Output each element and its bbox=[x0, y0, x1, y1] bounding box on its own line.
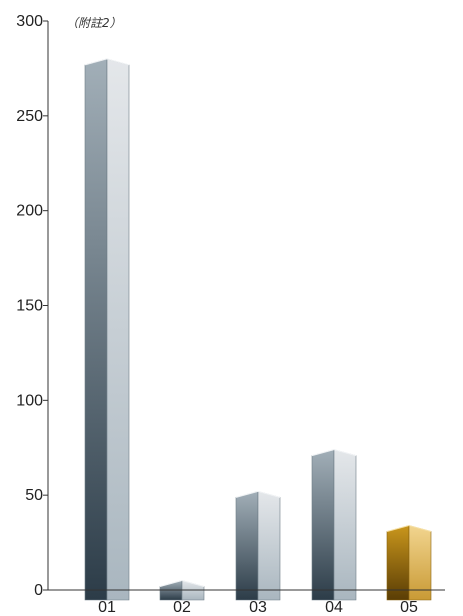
bar-03 bbox=[235, 490, 281, 601]
bar-left-face bbox=[235, 490, 259, 601]
bars bbox=[84, 58, 432, 601]
y-tick-label: 50 bbox=[25, 487, 43, 504]
y-tick-label: 150 bbox=[16, 298, 43, 315]
bar-ridge bbox=[84, 58, 130, 66]
bar-right-face bbox=[333, 449, 357, 601]
bar-ridge bbox=[159, 579, 205, 587]
x-tick-label: 04 bbox=[325, 599, 343, 616]
x-tick-label: 01 bbox=[98, 599, 116, 616]
x-tick-label: 05 bbox=[400, 599, 418, 616]
bar-ridge bbox=[235, 490, 281, 498]
y-axis: 0 50 100 150 200 250 300 bbox=[16, 13, 49, 599]
bar-left-face bbox=[84, 58, 108, 601]
x-tick-label: 03 bbox=[249, 599, 267, 616]
y-tick-label: 300 bbox=[16, 13, 43, 30]
bar-ridge bbox=[311, 449, 357, 457]
x-tick-label: 02 bbox=[173, 599, 191, 616]
bar-05 bbox=[386, 524, 432, 601]
y-tick-label: 250 bbox=[16, 108, 43, 125]
bar-right-face bbox=[257, 490, 281, 601]
x-axis: 01 02 03 04 05 bbox=[48, 589, 445, 616]
bar-01 bbox=[84, 58, 130, 601]
bar-04 bbox=[311, 449, 357, 601]
y-tick-label: 200 bbox=[16, 203, 43, 220]
bar-right-face bbox=[106, 58, 130, 601]
bar-left-face bbox=[386, 525, 410, 601]
chart-annotation: （附註2） bbox=[66, 16, 122, 30]
bar-left-face bbox=[311, 449, 335, 601]
y-tick-label: 0 bbox=[34, 582, 43, 599]
bar-ridge bbox=[386, 524, 432, 532]
y-tick-label: 100 bbox=[16, 392, 43, 409]
bar-right-face bbox=[408, 525, 432, 601]
